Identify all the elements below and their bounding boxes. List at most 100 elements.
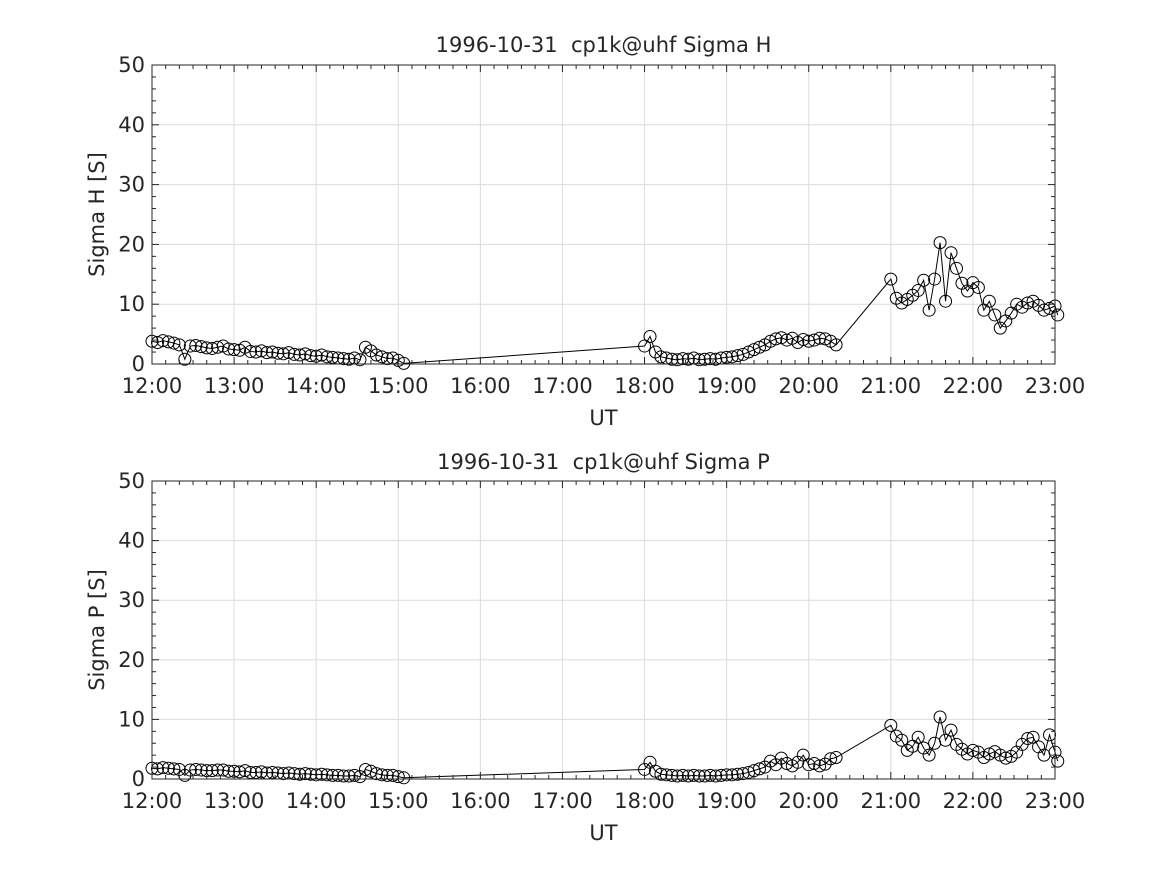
data-point [638,339,652,353]
data-point [156,334,170,348]
data-point [928,272,942,286]
data-point [150,762,164,776]
data-point [178,352,192,366]
data-point [265,345,279,359]
data-point [183,339,197,353]
data-point [282,346,296,360]
data-point [189,338,203,352]
data-point [742,345,756,359]
data-point [386,768,400,782]
data-point [922,748,936,762]
sigma-h-title: 1996-10-31 cp1k@uhf Sigma H [436,33,772,57]
data-point [293,348,307,362]
data-point [156,761,170,775]
data-point [249,765,263,779]
data-point [698,769,712,783]
data-point [703,768,717,782]
x-tick-label: 15:00 [368,374,429,398]
data-point [216,763,230,777]
data-point [353,353,367,367]
y-tick-label: 20 [118,648,145,672]
data-point [818,332,832,346]
data-point [150,335,164,349]
data-point [813,759,827,773]
data-point [337,352,351,366]
data-point [709,352,723,366]
data-point [720,768,734,782]
data-point [304,767,318,781]
data-point [249,345,263,359]
data-point [287,347,301,361]
sigma-h-x-axis-label: UT [589,406,617,430]
x-tick-label: 22:00 [943,374,1004,398]
data-point [780,757,794,770]
sigma-h-ticks [151,64,1056,365]
data-point [337,769,351,783]
x-tick-label: 12:00 [122,374,183,398]
data-point [287,767,301,781]
data-point [796,748,810,762]
data-point [944,246,958,260]
data-point [347,768,361,782]
sigma-h-y-tick-labels: 0 10 20 30 40 50 [118,53,145,376]
data-point [238,764,252,778]
data-point [211,340,225,354]
x-tick-label: 19:00 [696,789,757,813]
data-point [298,347,312,361]
data-point [375,768,389,782]
y-tick-label: 20 [118,232,145,256]
data-point [194,340,208,354]
data-point [375,350,389,364]
data-point [681,352,695,366]
data-point [698,352,712,366]
data-point [774,331,788,345]
data-point [380,352,394,366]
x-tick-label: 18:00 [614,374,675,398]
x-tick-label: 17:00 [532,374,593,398]
data-point [315,767,329,781]
data-point [276,767,290,781]
data-point [244,765,258,779]
data-point [725,350,739,364]
data-point [670,769,684,783]
x-tick-label: 20:00 [778,374,839,398]
data-point [1026,730,1040,744]
data-point [194,763,208,777]
data-point [911,730,925,744]
data-point [681,769,695,783]
data-point [752,340,766,354]
x-tick-label: 21:00 [861,789,922,813]
x-tick-label: 23:00 [1025,789,1086,813]
data-point [796,332,810,346]
y-tick-label: 10 [118,292,145,316]
data-point [304,349,318,363]
data-point [884,718,898,732]
data-point [167,762,181,776]
data-point [884,272,898,286]
y-tick-label: 30 [118,173,145,197]
data-point [271,346,285,360]
x-tick-label: 23:00 [1025,374,1086,398]
data-point [331,768,345,782]
data-point [692,769,706,783]
y-tick-label: 0 [132,352,145,376]
data-point [922,303,936,317]
sigma-p-series [145,710,1065,785]
data-point [293,767,307,781]
sigma-p-ticks [151,480,1056,780]
data-point [1051,308,1065,322]
y-tick-label: 50 [118,469,145,493]
data-point [917,273,931,287]
data-point [189,762,203,776]
x-tick-label: 20:00 [778,789,839,813]
data-point [1043,301,1057,315]
data-point [665,768,679,782]
data-point [802,758,816,772]
x-tick-label: 13:00 [204,374,265,398]
data-point [200,341,214,355]
data-point [933,236,947,250]
data-point [161,761,175,775]
data-point [709,769,723,783]
data-point [807,757,821,770]
sigma-p-y-axis-label: Sigma P [S] [85,569,109,691]
